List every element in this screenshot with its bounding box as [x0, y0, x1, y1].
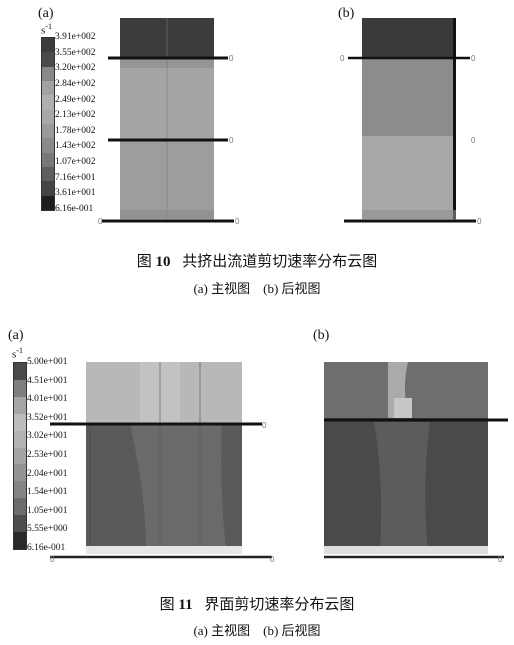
- svg-text:0: 0: [477, 217, 482, 226]
- fig11-scale-swatch: [14, 363, 26, 380]
- fig11-scale-unit: s-1: [12, 346, 23, 361]
- fig11-label-b: (b): [313, 328, 330, 343]
- fig10-scale-label: 2.84e+002: [55, 78, 96, 89]
- fig10-scale-label: 3.91e+002: [55, 32, 96, 42]
- fig10-scale-label: 7.16e+001: [55, 172, 96, 183]
- fig11-scale-label: 4.01e+001: [27, 394, 68, 405]
- fig11-scale-swatch: [14, 515, 26, 533]
- fig11-scale-label: 1.54e+001: [27, 487, 68, 498]
- fig11-scale-swatch: [14, 481, 26, 499]
- fig11-scale-swatch: [14, 498, 26, 516]
- fig10-scale-swatch: [42, 181, 54, 196]
- fig10a-marker: 0: [229, 54, 234, 63]
- fig11-caption: 图 11 界面剪切速率分布云图: [159, 597, 355, 613]
- svg-text:0: 0: [262, 421, 267, 430]
- fig11-scale-swatch: [14, 379, 26, 397]
- fig10-contour-front: 0 0 0 0: [98, 18, 240, 226]
- fig10b-mid-section: [362, 58, 456, 136]
- fig10-scale-bar: [41, 37, 55, 211]
- fig11-scale-swatch: [14, 396, 26, 414]
- fig10-scale-swatch: [42, 38, 54, 53]
- fig10-contour-back: 0 0 0 0: [340, 18, 482, 226]
- fig11-scale-label: 5.00e+001: [27, 357, 68, 367]
- fig10-label-b: (b): [338, 6, 355, 21]
- fig11-scale-bar: [13, 362, 27, 550]
- fig11-scale-label: 3.02e+001: [27, 431, 68, 442]
- fig10-scale-swatch: [42, 52, 54, 67]
- fig10-label-a: (a): [38, 6, 54, 21]
- svg-text:0: 0: [235, 217, 240, 226]
- svg-text:0: 0: [471, 136, 476, 145]
- fig10-scale-swatch: [42, 66, 54, 81]
- fig11-contour-back: 0: [324, 362, 508, 564]
- fig11-scale-swatch: [14, 430, 26, 448]
- fig11-scale-label: 1.05e+001: [27, 505, 68, 516]
- fig10-scale-swatch: [42, 123, 54, 139]
- svg-text:0: 0: [270, 555, 275, 564]
- svg-text:0: 0: [471, 54, 476, 63]
- svg-text:0: 0: [229, 136, 234, 145]
- fig11-contour-front: 0 0 0: [50, 362, 275, 564]
- fig11-scale-label: 2.53e+001: [27, 450, 68, 460]
- fig11-scale-swatch: [14, 464, 26, 482]
- fig11-scale-swatch: [14, 447, 26, 465]
- fig10-scale-swatch: [42, 80, 54, 96]
- fig10b-top-section: [362, 18, 456, 58]
- fig10-subcaption: (a) 主视图 (b) 后视图: [193, 281, 321, 296]
- fig11-subcaption: (a) 主视图 (b) 后视图: [193, 623, 321, 638]
- fig11-scale-swatch: [14, 532, 26, 549]
- fig11-scale-label: 5.55e+000: [27, 524, 68, 535]
- fig10-scale-label: 6.16e-001: [55, 204, 94, 214]
- fig10-scale-swatch: [42, 138, 54, 153]
- fig10-scale-label: 1.07e+002: [55, 157, 96, 168]
- fig10-caption: 图 10 共挤出流道剪切速率分布云图: [136, 254, 378, 270]
- fig10-scale-swatch: [42, 195, 54, 210]
- fig10-scale-swatch: [42, 152, 54, 167]
- fig10-scale-label: 3.61e+001: [55, 188, 96, 199]
- fig10-scale-swatch: [42, 95, 54, 110]
- fig11-scale-label: 2.04e+001: [27, 468, 68, 479]
- fig10b-low-section: [362, 136, 456, 220]
- fig11-scale-label: 6.16e-001: [27, 543, 66, 553]
- fig10-scale-swatch: [42, 109, 54, 124]
- fig11-scale-swatch: [14, 413, 26, 431]
- fig10-scale-label: 1.78e+002: [55, 125, 96, 136]
- svg-text:0: 0: [498, 555, 503, 564]
- fig10-scale-label: 3.20e+002: [55, 63, 96, 74]
- fig10-scale-unit: s-1: [41, 22, 52, 37]
- fig10-scale-label: 2.49e+002: [55, 94, 96, 105]
- svg-text:0: 0: [50, 555, 55, 564]
- fig11-scale-label: 4.51e+001: [27, 375, 68, 386]
- fig10-scale-label: 1.43e+002: [55, 141, 96, 152]
- fig11-scale-label: 3.52e+001: [27, 412, 68, 423]
- fig10-scale-label: 2.13e+002: [55, 110, 96, 121]
- fig11-label-a: (a): [8, 328, 24, 343]
- fig10-scale-swatch: [42, 166, 54, 182]
- svg-text:0: 0: [98, 217, 103, 226]
- svg-text:0: 0: [340, 54, 345, 63]
- fig10-scale-label: 3.55e+002: [55, 47, 96, 58]
